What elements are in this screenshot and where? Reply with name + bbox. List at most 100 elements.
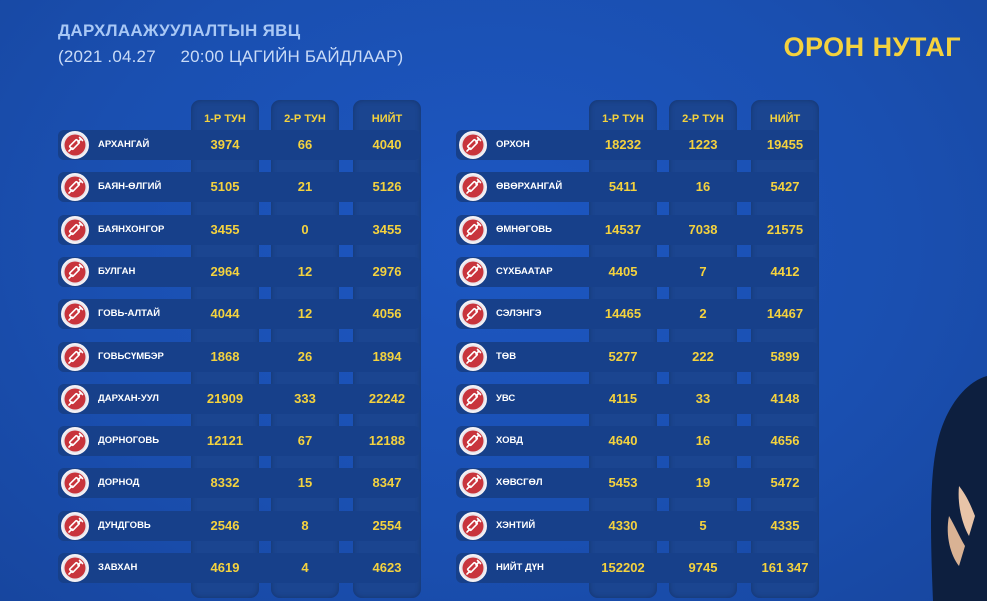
table-row: УВС 4115 33 4148 bbox=[456, 383, 818, 414]
total-value: 5472 bbox=[770, 475, 800, 491]
dose1-value: 2964 bbox=[210, 263, 240, 279]
table-row: ӨМНӨГОВЬ 14537 7038 21575 bbox=[456, 214, 818, 245]
total-value: 8347 bbox=[372, 475, 402, 491]
dose2-value: 67 bbox=[297, 433, 313, 449]
table-row: ДУНДГОВЬ 2546 8 2554 bbox=[58, 510, 420, 541]
dose2-value: 222 bbox=[692, 348, 714, 364]
table-row: ДОРНОД 8332 15 8347 bbox=[58, 468, 420, 499]
dose1-value: 152202 bbox=[601, 560, 645, 575]
table-row: АРХАНГАЙ 3974 66 4040 bbox=[58, 130, 420, 160]
total-value: 3455 bbox=[372, 221, 402, 237]
table-row: СҮХБААТАР 4405 7 4412 bbox=[456, 256, 818, 287]
dose1-value: 8332 bbox=[210, 475, 240, 491]
dose2-value: 16 bbox=[695, 179, 711, 195]
syringe-icon bbox=[459, 511, 487, 540]
dose1-value: 4044 bbox=[210, 306, 240, 322]
total-value: 4412 bbox=[770, 263, 800, 279]
row-label: СҮХБААТАР bbox=[496, 265, 553, 277]
dose1-value: 1868 bbox=[210, 348, 240, 364]
table-row: ГОВЬСҮМБЭР 1868 26 1894 bbox=[58, 341, 420, 372]
table-row: ӨВӨРХАНГАЙ 5411 16 5427 bbox=[456, 172, 818, 203]
syringe-icon bbox=[459, 427, 487, 456]
row-label: НИЙТ ДҮН bbox=[496, 562, 544, 573]
row-label: СЭЛЭНГЭ bbox=[496, 308, 542, 320]
total-value: 12188 bbox=[368, 433, 406, 449]
row-label: ХОВД bbox=[496, 435, 523, 447]
table-row: БУЛГАН 2964 12 2976 bbox=[58, 256, 420, 287]
total-value: 21575 bbox=[766, 221, 804, 237]
table-row: ХОВД 4640 16 4656 bbox=[456, 426, 818, 457]
header-title: ДАРХЛААЖУУЛАЛТЫН ЯВЦ bbox=[58, 21, 301, 40]
row-label: ДОРНОГОВЬ bbox=[98, 435, 160, 447]
dose2-value: 4 bbox=[301, 560, 309, 575]
dose1-value: 18232 bbox=[604, 137, 642, 152]
row-label: ЗАВХАН bbox=[98, 562, 138, 573]
syringe-icon bbox=[61, 554, 89, 582]
table-row: СЭЛЭНГЭ 14465 2 14467 bbox=[456, 299, 818, 330]
syringe-icon bbox=[61, 384, 89, 413]
dose2-value: 21 bbox=[297, 179, 313, 195]
table-row: ОРХОН 18232 1223 19455 bbox=[456, 130, 818, 160]
total-value: 4335 bbox=[770, 517, 800, 533]
dose1-value: 4115 bbox=[608, 390, 638, 406]
dose1-value: 5453 bbox=[608, 475, 638, 491]
syringe-icon bbox=[61, 342, 89, 371]
dose1-value: 3455 bbox=[210, 221, 240, 237]
column-header-dose2: 2-Р ТУН bbox=[284, 113, 326, 125]
row-label: ГОВЬ-АЛТАЙ bbox=[98, 308, 161, 320]
row-label: ХӨВСГӨЛ bbox=[496, 477, 543, 489]
total-value: 161 347 bbox=[761, 560, 809, 575]
total-value: 22242 bbox=[368, 390, 406, 406]
row-label: БУЛГАН bbox=[98, 265, 136, 277]
column-header-dose2: 2-Р ТУН bbox=[682, 113, 724, 125]
row-label: ӨВӨРХАНГАЙ bbox=[496, 181, 563, 193]
dose2-value: 9745 bbox=[688, 560, 718, 575]
table-row: ДАРХАН-УУЛ 21909 333 22242 bbox=[58, 383, 420, 414]
total-value: 5899 bbox=[770, 348, 800, 364]
total-value: 2976 bbox=[372, 263, 402, 279]
table-row: ДОРНОГОВЬ 12121 67 12188 bbox=[58, 426, 420, 457]
dose1-value: 4640 bbox=[608, 433, 638, 449]
row-label: ӨМНӨГОВЬ bbox=[496, 223, 552, 235]
column-header-total: НИЙТ bbox=[769, 113, 801, 125]
dose1-value: 4330 bbox=[608, 517, 638, 533]
total-value: 4056 bbox=[372, 306, 402, 322]
header-subtitle: (2021 .04.27 20:00 ЦАГИЙН БАЙДЛААР) bbox=[58, 47, 404, 66]
table-row: ГОВЬ-АЛТАЙ 4044 12 4056 bbox=[58, 299, 420, 330]
dose2-value: 5 bbox=[699, 517, 707, 533]
total-value: 4040 bbox=[372, 137, 402, 152]
column-header-total: НИЙТ bbox=[371, 113, 403, 125]
dose2-value: 33 bbox=[695, 390, 711, 406]
dose2-value: 19 bbox=[695, 475, 711, 491]
dose1-value: 4405 bbox=[608, 263, 638, 279]
dose1-value: 14537 bbox=[604, 221, 642, 237]
row-label: УВС bbox=[496, 392, 516, 404]
syringe-icon bbox=[61, 215, 89, 244]
dose1-value: 2546 bbox=[210, 517, 240, 533]
row-label: БАЯН-ӨЛГИЙ bbox=[98, 181, 162, 193]
row-label: БАЯНХОНГОР bbox=[98, 223, 165, 235]
row-label: ДАРХАН-УУЛ bbox=[98, 392, 159, 404]
total-value: 5126 bbox=[372, 179, 402, 195]
syringe-icon bbox=[459, 215, 487, 244]
brand-label: ОРОН НУТАГ bbox=[783, 32, 961, 62]
dose1-value: 14465 bbox=[604, 306, 642, 322]
total-value: 4623 bbox=[372, 560, 402, 575]
syringe-icon bbox=[459, 342, 487, 371]
dose2-value: 2 bbox=[699, 306, 707, 322]
column-header-dose1: 1-Р ТУН bbox=[602, 113, 644, 125]
table-row: ТӨВ 5277 222 5899 bbox=[456, 341, 818, 372]
row-label: ХЭНТИЙ bbox=[496, 519, 536, 531]
table-row: НИЙТ ДҮН 152202 9745 161 347 bbox=[456, 553, 818, 583]
total-value: 2554 bbox=[372, 517, 402, 533]
presenter-figure bbox=[931, 376, 987, 601]
table-row: БАЯН-ӨЛГИЙ 5105 21 5126 bbox=[58, 172, 420, 203]
total-value: 14467 bbox=[766, 306, 804, 322]
row-label: АРХАНГАЙ bbox=[98, 139, 150, 150]
dose2-value: 0 bbox=[301, 221, 309, 237]
syringe-icon bbox=[61, 131, 89, 159]
syringe-icon bbox=[459, 131, 487, 159]
dose1-value: 3974 bbox=[210, 137, 240, 152]
row-label: ТӨВ bbox=[496, 350, 517, 362]
syringe-icon bbox=[459, 257, 487, 286]
